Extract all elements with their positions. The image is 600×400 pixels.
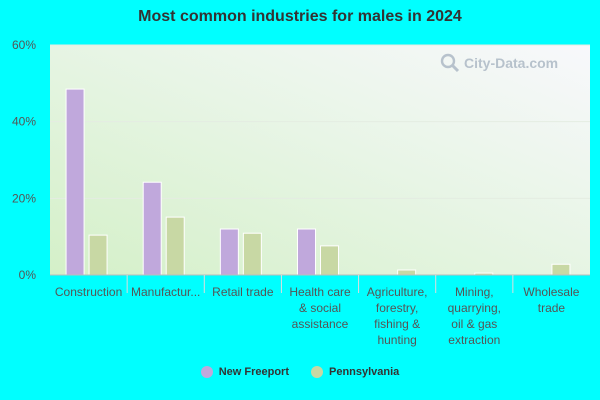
bar-pennsylvania — [88, 234, 108, 276]
y-tick-label: 40% — [12, 115, 36, 129]
plot-background — [50, 45, 590, 275]
watermark-text: City-Data.com — [464, 55, 559, 71]
magnifier-icon — [440, 53, 460, 73]
watermark: City-Data.com — [440, 53, 558, 73]
bar-new-freeport — [65, 88, 85, 276]
legend: New Freeport Pennsylvania — [0, 366, 600, 378]
x-tick-label: Health care & social assistance — [289, 285, 351, 331]
legend-label-new-freeport: New Freeport — [218, 366, 289, 378]
bar-new-freeport — [142, 181, 162, 276]
x-tick-label: Mining, quarrying, oil & gas extraction — [448, 285, 501, 347]
bar-new-freeport — [219, 228, 239, 276]
bar-pennsylvania — [320, 245, 339, 276]
bar-pennsylvania — [397, 269, 417, 276]
legend-label-pennsylvania: Pennsylvania — [328, 366, 400, 378]
bar-new-freeport — [297, 228, 316, 276]
bar-pennsylvania — [165, 216, 185, 276]
chart-title: Most common industries for males in 2024 — [138, 8, 462, 25]
x-tick-label: Wholesale trade — [523, 285, 579, 315]
legend-item-pennsylvania: Pennsylvania — [310, 366, 400, 378]
legend-item-new-freeport: New Freeport — [200, 366, 289, 378]
x-tick-label: Agriculture, forestry, fishing & hunting — [367, 285, 428, 347]
bar-pennsylvania — [551, 263, 571, 276]
x-tick-label: Manufactur... — [131, 285, 200, 299]
bar-pennsylvania — [242, 232, 262, 276]
y-tick-label: 20% — [12, 191, 36, 205]
x-tick-label: Retail trade — [212, 285, 274, 299]
x-tick-label: Construction — [55, 285, 122, 299]
legend-swatch-pennsylvania — [310, 366, 323, 378]
legend-swatch-new-freeport — [200, 366, 213, 378]
y-tick-label: 0% — [19, 268, 37, 282]
y-tick-label: 60% — [12, 38, 36, 52]
